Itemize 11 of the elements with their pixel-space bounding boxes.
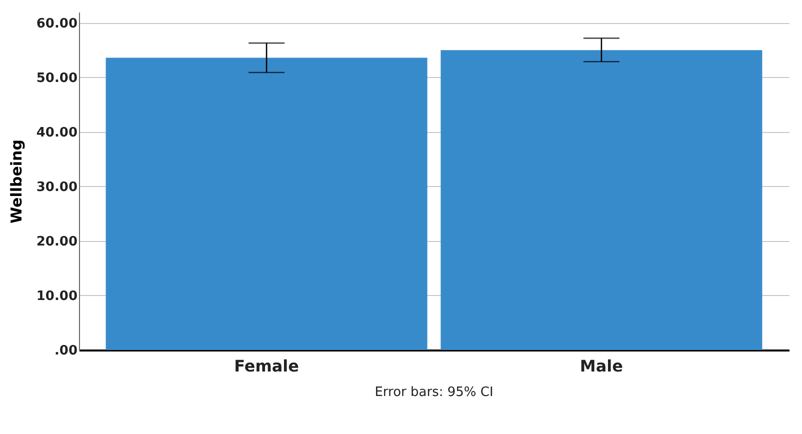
- y-tick-label: 50.00: [36, 70, 78, 86]
- y-axis-title: Wellbeing: [7, 140, 26, 224]
- text: Error bars: 95% CI: [374, 385, 494, 400]
- y-tick-label: 40.00: [36, 125, 78, 140]
- y-tick-label: 20.00: [36, 234, 78, 250]
- x-tick-label: Male: [580, 356, 624, 376]
- y-tick-label: 60.00: [36, 16, 78, 32]
- y-tick-label: 30.00: [36, 180, 78, 195]
- x-tick-label: Female: [234, 356, 300, 376]
- y-tick-label: .00: [54, 344, 78, 358]
- y-tick-label: 10.00: [36, 288, 78, 304]
